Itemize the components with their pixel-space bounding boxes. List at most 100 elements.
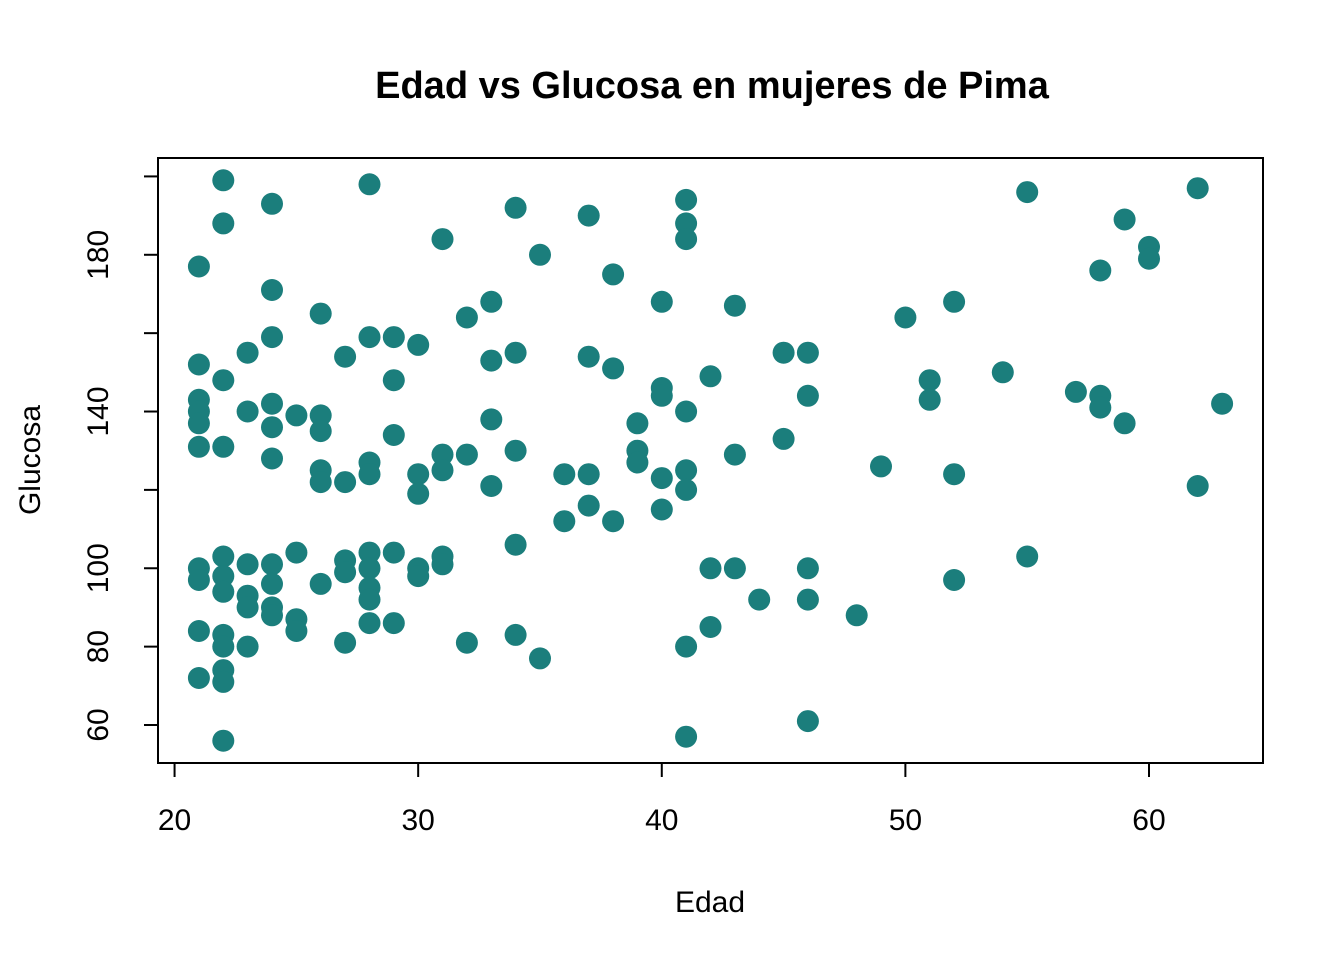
data-point [382,369,405,392]
data-point [431,228,454,251]
data-point [675,478,698,501]
data-point [943,569,966,591]
data-point [212,729,235,752]
data-point [1089,259,1112,282]
data-point [675,188,698,211]
data-point [602,510,625,533]
x-tick-label: 60 [1132,804,1165,837]
data-point [480,408,503,431]
data-point [480,349,503,372]
data-point [187,435,210,458]
data-point [236,553,259,576]
x-axis-label: Edad [675,886,745,919]
data-point [796,588,819,611]
data-point [1186,177,1209,200]
data-point [285,620,308,642]
data-point [261,192,283,215]
data-point [553,510,576,533]
data-point [187,353,210,376]
data-point [675,459,698,482]
data-point [577,345,600,368]
data-point [407,463,430,486]
data-point [1064,380,1087,403]
data-point [943,463,966,486]
y-axis-label: Glucosa [14,405,47,515]
data-point [261,279,283,301]
data-point [212,545,235,568]
data-point [261,604,283,627]
data-point [504,196,527,219]
data-point [553,463,576,486]
data-point [650,384,673,407]
data-point [796,557,819,580]
y-tick-label: 80 [82,630,115,663]
y-tick-label: 60 [82,708,115,741]
data-point [577,463,600,486]
data-point [626,412,649,435]
data-point [504,439,527,462]
data-point [723,294,746,317]
data-point [699,616,722,638]
data-point [723,557,746,580]
x-tick-label: 20 [158,804,191,837]
data-point [382,612,405,635]
data-point [187,255,210,278]
data-point [334,631,357,654]
data-point [236,341,259,364]
data-point [943,290,966,313]
data-point [504,341,527,364]
data-point [796,341,819,364]
data-point [1138,247,1160,270]
data-point [796,710,819,733]
data-point [1186,475,1209,497]
data-point [918,369,941,392]
data-point [748,588,771,611]
data-point [236,635,259,658]
data-point [212,635,235,658]
data-point [236,596,259,619]
data-point [480,290,503,313]
data-point [455,306,478,329]
data-point [577,494,600,517]
data-point [212,565,235,588]
data-point [382,541,405,564]
data-point [650,467,673,490]
data-point [309,420,332,443]
data-point [675,228,698,251]
data-point [626,451,649,474]
data-point [187,620,210,642]
data-point [650,498,673,521]
data-point [212,169,235,192]
data-point [870,455,892,478]
data-point [1211,392,1234,415]
data-point [602,357,625,380]
data-point [407,565,430,588]
data-point [431,459,454,482]
data-point [261,553,283,576]
data-point [382,424,405,446]
chart-title: Edad vs Glucosa en mujeres de Pima [375,65,1050,107]
data-point [261,392,283,415]
data-point [480,475,503,497]
data-point [358,541,381,564]
data-point [602,263,625,286]
y-tick-label: 100 [82,543,115,593]
data-point [309,572,332,595]
data-point [699,365,722,388]
data-point [187,569,210,591]
data-point [772,427,795,450]
data-point [309,302,332,325]
data-point [675,635,698,658]
data-point [1016,181,1039,204]
data-point [358,326,381,349]
data-point [407,482,430,505]
data-point [212,369,235,392]
data-point [285,404,308,427]
data-points [187,169,1234,752]
data-point [845,604,868,627]
data-point [334,345,357,368]
data-point [1113,412,1136,435]
data-point [358,612,381,635]
data-point [772,341,795,364]
